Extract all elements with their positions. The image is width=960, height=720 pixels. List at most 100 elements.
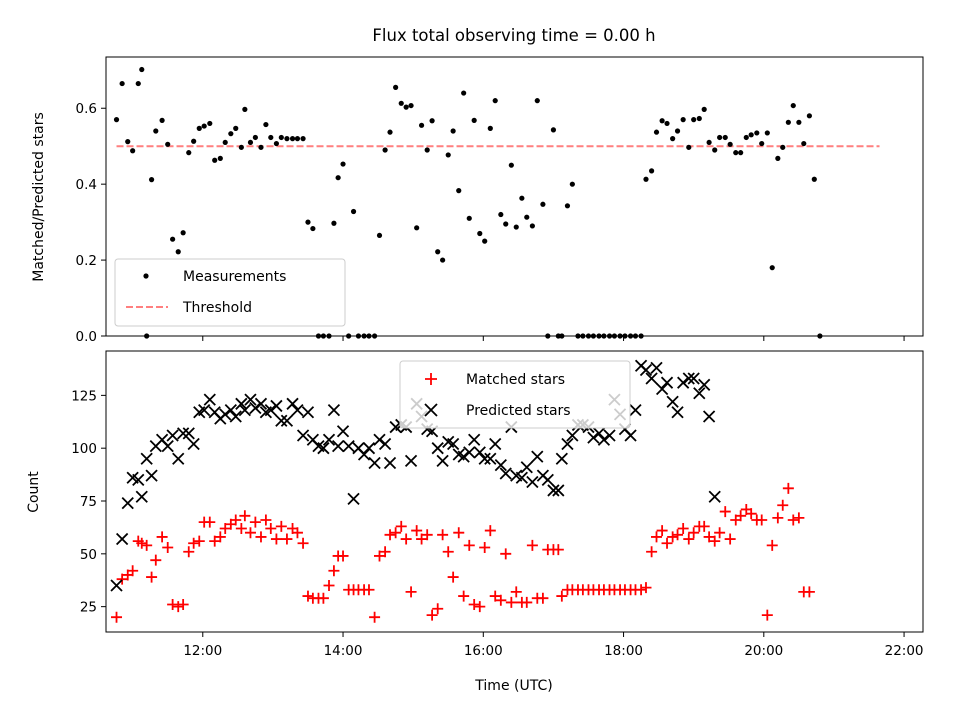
predicted-star-point [238, 404, 251, 417]
matched-star-point [167, 599, 179, 611]
matched-star-point [281, 533, 293, 545]
predicted-star-point [499, 467, 512, 480]
measurement-point [477, 230, 483, 237]
matched-star-point [703, 531, 715, 543]
count-y-axis-label: Count [26, 471, 42, 513]
matched-star-point [260, 514, 272, 526]
measurement-point [801, 140, 807, 147]
predicted-star-point [639, 363, 653, 377]
measurement-point [263, 121, 269, 128]
measurement-point [371, 333, 378, 339]
ratio-y-tick-label: 0.2 [76, 253, 97, 269]
count-y-tick-label: 75 [80, 494, 97, 510]
matched-star-point [177, 599, 189, 611]
matched-star-point [328, 565, 340, 577]
predicted-star-point [561, 437, 574, 451]
count-panel: 25 50 75 100 125 12:00 14:00 16:00 18:00 20:00 22… [26, 350, 924, 694]
predicted-star-point [526, 475, 539, 489]
predicted-star-point [436, 454, 449, 468]
predicted-star-point [166, 429, 179, 442]
measurement-point [680, 117, 686, 123]
measurement-point [706, 139, 712, 146]
measurement-point [733, 150, 739, 156]
matched-star-point [275, 520, 287, 532]
measurement-point [273, 140, 280, 147]
measurement-point [180, 230, 186, 236]
matched-star-point [526, 539, 538, 551]
matched-star-point [745, 508, 757, 520]
matched-star-point [193, 535, 205, 547]
count-y-tick-label: 50 [80, 547, 97, 563]
measurement-point [722, 134, 728, 141]
measurement-point [764, 130, 770, 136]
measurement-point [461, 90, 467, 96]
measurement-point [278, 134, 284, 141]
matched-star-point [219, 522, 231, 534]
measurement-point [545, 333, 551, 339]
predicted-star-point [404, 454, 418, 468]
ratio-y-ticks: 0.0 0.2 0.4 0.6 [76, 101, 106, 345]
measurement-point [503, 221, 509, 227]
predicted-star-point [121, 496, 134, 510]
measurement-point [387, 129, 393, 135]
predicted-star-point [702, 410, 716, 423]
measurement-point [398, 100, 404, 106]
predicted-star-point [682, 372, 695, 385]
measurements-series [113, 66, 823, 339]
predicted-star-point [264, 404, 277, 417]
matched-star-point [640, 582, 652, 594]
measurement-point [201, 123, 207, 129]
matched-star-point [484, 525, 496, 537]
measurement-point [524, 214, 530, 220]
matched-star-point [672, 529, 684, 541]
predicted-stars-series [110, 359, 721, 592]
matched-star-point [384, 529, 396, 541]
measurement-point [585, 333, 592, 339]
matched-star-point [188, 537, 200, 549]
measurement-point [445, 152, 451, 158]
matched-star-point [661, 537, 673, 549]
predicted-star-point [378, 437, 392, 451]
predicted-star-point [182, 427, 195, 440]
matched-star-point [214, 531, 226, 543]
predicted-star-point [566, 429, 579, 442]
measurement-point [242, 106, 248, 112]
matched-star-point [244, 527, 256, 539]
matched-star-point [714, 527, 726, 539]
measurement-point [701, 106, 707, 112]
count-y-ticks: 25 50 75 100 125 [71, 388, 106, 616]
measurement-point [294, 136, 301, 142]
measurement-point [148, 177, 155, 183]
measurement-point [340, 161, 346, 167]
predicted-star-point [587, 431, 600, 444]
count-x-axis-label: Time (UTC) [474, 678, 552, 694]
matched-stars-series [111, 482, 815, 623]
predicted-star-point [494, 458, 507, 472]
matched-star-point [369, 611, 381, 623]
predicted-star-point [249, 401, 262, 415]
measurement-point [691, 117, 697, 123]
predicted-star-point [229, 410, 242, 423]
matched-star-point [146, 571, 158, 583]
predicted-star-point [244, 393, 257, 406]
matched-star-point [505, 596, 517, 608]
predicted-star-point [172, 452, 185, 465]
count-y-tick-label: 25 [80, 600, 97, 616]
measurement-point [450, 128, 456, 134]
measurement-point [144, 333, 150, 339]
measurement-point [440, 257, 446, 263]
threshold-legend-label: Threshold [182, 300, 252, 316]
predicted-star-point [336, 425, 350, 438]
matched-star-point [265, 522, 277, 534]
measurement-point [335, 175, 341, 181]
measurement-point [113, 117, 120, 123]
predicted-legend-marker [424, 403, 438, 417]
measurement-point [326, 333, 332, 339]
matched-star-point [500, 548, 512, 560]
measurement-point [119, 80, 125, 87]
measurement-point [153, 128, 159, 134]
measurement-point [247, 139, 254, 146]
matched-star-point [458, 590, 470, 602]
matched-star-point [116, 573, 128, 585]
matched-star-point [209, 535, 221, 547]
